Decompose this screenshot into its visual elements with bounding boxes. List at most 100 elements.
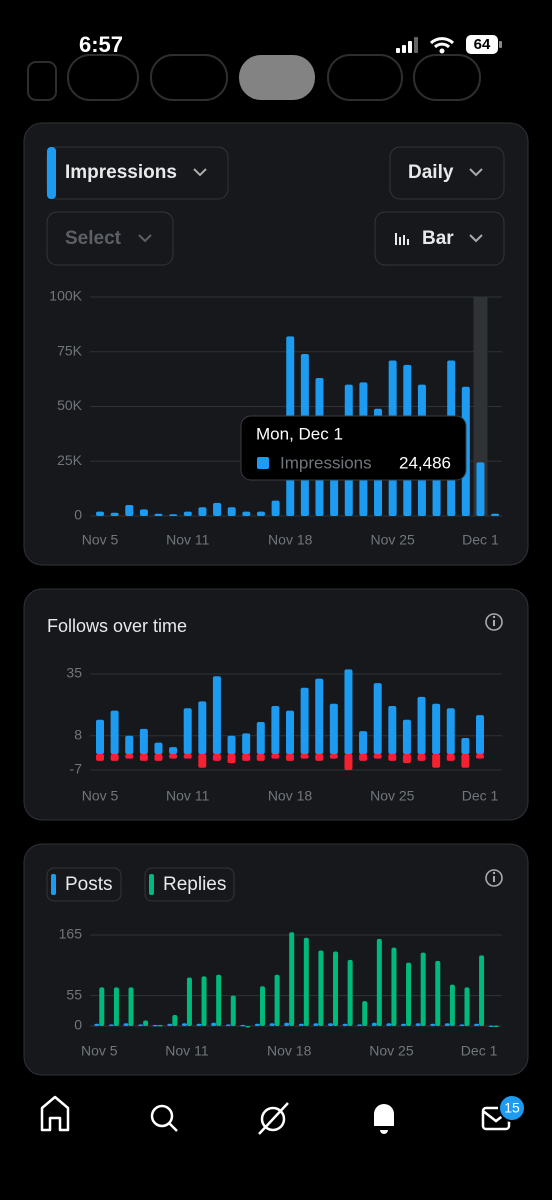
bar	[347, 959, 353, 1026]
bar	[157, 1024, 163, 1027]
bar	[315, 754, 324, 761]
x-tick-label: Nov 25	[369, 1043, 414, 1059]
bar	[167, 1023, 173, 1026]
x-tick-label: Nov 18	[268, 532, 313, 548]
bar	[227, 507, 236, 516]
bar	[139, 509, 148, 516]
bar	[284, 1022, 290, 1026]
bar	[318, 950, 324, 1026]
style-label: Bar	[422, 228, 454, 249]
bar	[169, 514, 178, 516]
hover-column	[473, 297, 488, 516]
bar	[242, 733, 251, 754]
bar	[430, 1023, 436, 1026]
bar	[110, 512, 119, 516]
search-icon[interactable]	[150, 1104, 178, 1132]
tab[interactable]	[327, 54, 403, 101]
tab-bar	[0, 1085, 552, 1200]
x-tick-label: Dec 1	[461, 1043, 498, 1059]
bar	[328, 1023, 334, 1026]
bar	[449, 984, 455, 1026]
bar	[256, 511, 265, 516]
chevron	[469, 168, 483, 177]
bar	[198, 754, 207, 768]
bar	[388, 706, 397, 754]
tab[interactable]	[413, 54, 481, 101]
card	[23, 843, 529, 1076]
bar	[230, 995, 236, 1026]
y-tick-label: 55	[66, 986, 82, 1002]
info-icon[interactable]	[485, 869, 503, 887]
bar	[376, 938, 382, 1026]
bar	[125, 735, 134, 754]
bar	[298, 1023, 304, 1026]
bar	[108, 1024, 114, 1026]
bar	[446, 754, 455, 761]
grok-icon[interactable]	[258, 1102, 289, 1135]
bar	[139, 728, 148, 754]
bar	[415, 1023, 421, 1026]
wifi-dot	[439, 48, 445, 54]
bar	[240, 1024, 246, 1027]
tooltip-series: Impressions	[280, 453, 372, 472]
bar	[152, 1024, 158, 1027]
bar	[110, 754, 119, 761]
tab[interactable]	[27, 61, 57, 101]
x-tick-label: Nov 11	[165, 1043, 209, 1059]
y-tick-label: 25K	[57, 452, 83, 468]
clock: 6:57	[79, 32, 123, 57]
bar	[464, 987, 470, 1026]
x-tick-label: Nov 25	[370, 532, 415, 548]
legend-swatch	[51, 874, 56, 895]
bar	[201, 976, 207, 1026]
battery-level: 64	[474, 36, 491, 53]
bar	[300, 687, 309, 754]
bar	[96, 511, 105, 516]
bar	[388, 754, 397, 761]
bar	[225, 1024, 231, 1026]
bar	[256, 754, 265, 761]
tab[interactable]	[67, 54, 139, 101]
badge	[498, 1094, 526, 1122]
home-icon[interactable]	[40, 1095, 70, 1132]
bar	[154, 742, 163, 754]
bar	[401, 1023, 407, 1026]
y-tick-label: 35	[66, 665, 82, 681]
y-tick-label: -7	[70, 761, 83, 777]
tab[interactable]	[150, 54, 228, 101]
bar	[371, 1022, 377, 1026]
compare-dropdown[interactable]	[46, 211, 174, 266]
bar	[169, 747, 178, 754]
bar	[143, 1020, 149, 1026]
bar-icon	[395, 233, 409, 245]
bar	[213, 502, 222, 516]
bar	[435, 960, 441, 1026]
x-tick-label: Nov 5	[82, 788, 119, 804]
style-dropdown[interactable]	[374, 211, 505, 266]
x-tick-label: Nov 5	[82, 532, 119, 548]
bar	[198, 507, 207, 516]
x-tick-label: Nov 18	[268, 788, 313, 804]
y-tick-label: 50K	[57, 397, 83, 413]
bar	[488, 1025, 494, 1027]
legend-chip[interactable]	[144, 867, 235, 902]
bar	[154, 513, 163, 516]
x-tick-label: Nov 25	[370, 788, 415, 804]
battery-tip	[499, 41, 502, 48]
y-tick-label: 165	[59, 926, 83, 942]
bar	[113, 987, 119, 1026]
bar	[459, 1024, 465, 1026]
bar	[274, 974, 280, 1026]
bell-icon[interactable]	[370, 1104, 398, 1134]
y-tick-label: 0	[74, 507, 82, 523]
bar	[444, 1023, 450, 1026]
bar	[186, 977, 192, 1026]
info-icon[interactable]	[485, 613, 503, 631]
legend-chip[interactable]	[46, 867, 122, 902]
y-tick-label: 8	[74, 726, 82, 742]
bar	[227, 754, 236, 764]
tab-active[interactable]	[239, 55, 315, 100]
interval-dropdown[interactable]	[389, 146, 505, 200]
bar	[227, 735, 236, 754]
